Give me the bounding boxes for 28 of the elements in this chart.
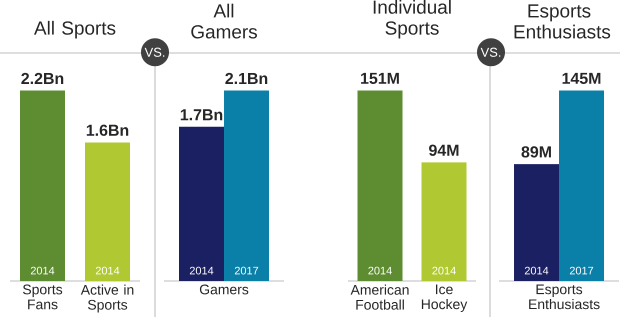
series-label: 2014	[524, 266, 548, 274]
series-label: 2014	[190, 266, 214, 274]
chart-title: Esports Enthusiasts	[514, 4, 610, 38]
x-tick-label: American Football	[350, 284, 409, 310]
x-tick-label: Active in Sports	[80, 284, 134, 312]
x-tick-label: Gamers	[200, 284, 248, 294]
series-label: 2014	[30, 266, 54, 274]
data-label: 151M	[361, 72, 399, 84]
data-label: 1.7Bn	[180, 109, 222, 120]
data-label: 2.1Bn	[225, 72, 268, 84]
x-tick-label: Esports Enthusiasts	[529, 284, 600, 310]
data-label: 94M	[429, 144, 458, 156]
chart-title: All Sports	[34, 20, 116, 38]
data-label: 145M	[562, 72, 600, 84]
chart-title: All Gamers	[191, 4, 257, 38]
text: VS.	[480, 48, 500, 57]
text: VS.	[144, 48, 164, 57]
series-label: 2017	[570, 266, 594, 274]
data-label: 1.6Bn	[86, 124, 128, 136]
data-label: 89M	[522, 146, 551, 158]
chart-title: Individual Sports	[374, 0, 451, 38]
x-tick-label: Sports Fans	[22, 284, 62, 310]
text: 2014	[432, 266, 456, 274]
series-label: 2017	[234, 266, 258, 274]
x-tick-label: Ice Hockey	[422, 284, 468, 312]
text: 2014	[96, 266, 120, 274]
series-label: 2014	[368, 266, 392, 274]
data-label: 2.2Bn	[21, 72, 64, 84]
